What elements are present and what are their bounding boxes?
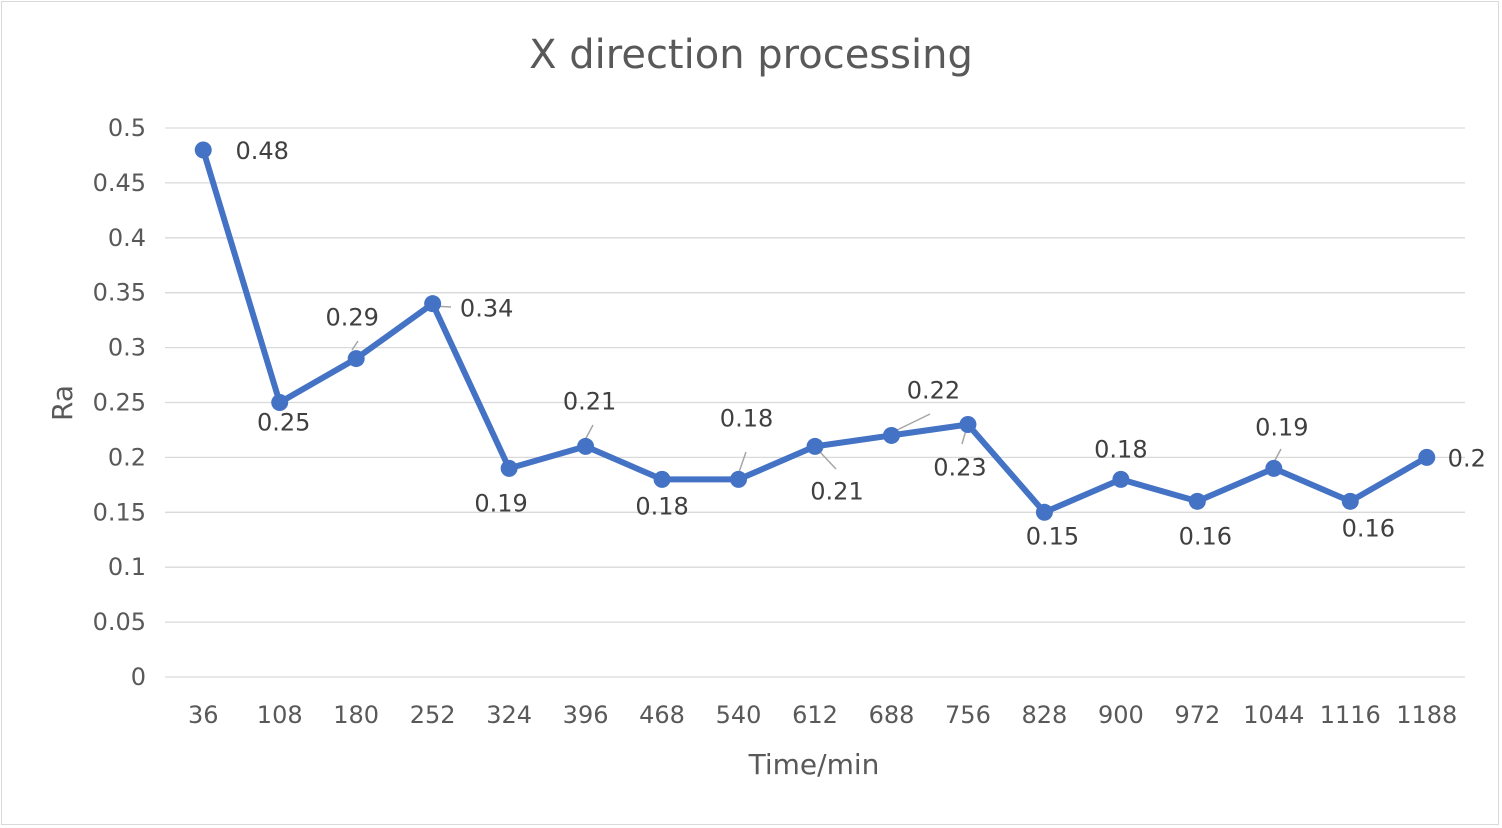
x-axis-ticks: 36 108 180 252 324 396 468 540 612 688 756 828 900 97… xyxy=(188,701,1457,729)
y-tick-label: 0.5 xyxy=(108,114,146,142)
data-point xyxy=(577,437,595,455)
label-leader-line xyxy=(351,340,359,351)
data-point xyxy=(959,415,977,433)
data-point xyxy=(653,470,671,488)
label-leader-line xyxy=(892,413,931,433)
y-axis-title: Ra xyxy=(46,385,79,421)
data-label: 0.16 xyxy=(1179,522,1232,550)
data-point xyxy=(882,426,900,444)
x-axis-title: Time/min xyxy=(748,748,880,781)
x-tick-label: 468 xyxy=(639,701,685,729)
data-label: 0.21 xyxy=(810,477,863,505)
data-label: 0.22 xyxy=(907,376,960,404)
data-point xyxy=(424,295,442,313)
x-tick-label: 972 xyxy=(1174,701,1220,729)
label-leader-line xyxy=(1273,448,1282,463)
x-tick-label: 1044 xyxy=(1243,701,1304,729)
data-point xyxy=(271,394,289,411)
data-point xyxy=(1265,459,1283,477)
data-point xyxy=(1418,448,1436,466)
y-tick-label: 0.45 xyxy=(93,169,146,197)
x-tick-label: 1188 xyxy=(1396,701,1457,729)
y-tick-label: 0.1 xyxy=(108,553,146,581)
y-tick-label: 0.2 xyxy=(108,443,146,471)
data-point xyxy=(1341,492,1359,510)
x-tick-label: 688 xyxy=(869,701,915,729)
x-tick-label: 612 xyxy=(792,701,838,729)
data-labels: 0.48 0.25 0.29 0.34 0.19 0.21 0.18 0.18 0.21 0.22… xyxy=(236,137,1486,550)
data-label: 0.19 xyxy=(1255,413,1308,441)
gridlines xyxy=(165,127,1465,678)
data-point xyxy=(730,470,748,488)
data-label: 0.34 xyxy=(460,295,513,323)
data-point xyxy=(500,459,518,477)
y-tick-label: 0 xyxy=(131,663,146,691)
y-tick-label: 0.05 xyxy=(93,608,146,636)
data-label: 0.29 xyxy=(325,304,378,332)
x-tick-label: 828 xyxy=(1022,701,1068,729)
data-label: 0.19 xyxy=(474,489,527,517)
data-point xyxy=(1188,492,1206,510)
y-tick-label: 0.25 xyxy=(93,389,146,417)
y-tick-label: 0.35 xyxy=(93,279,146,307)
data-label: 0.18 xyxy=(635,492,688,520)
data-label: 0.15 xyxy=(1026,522,1079,550)
data-label: 0.2 xyxy=(1448,444,1486,472)
label-leader-line xyxy=(819,451,837,470)
x-tick-label: 756 xyxy=(945,701,991,729)
data-label: 0.18 xyxy=(720,404,773,432)
x-tick-label: 1116 xyxy=(1320,701,1381,729)
data-point xyxy=(194,141,212,159)
data-point xyxy=(1035,503,1053,521)
y-tick-label: 0.3 xyxy=(108,334,146,362)
x-tick-label: 396 xyxy=(563,701,609,729)
x-tick-label: 180 xyxy=(333,701,379,729)
x-tick-label: 540 xyxy=(716,701,762,729)
data-markers xyxy=(194,141,1436,521)
x-tick-label: 108 xyxy=(257,701,303,729)
data-point xyxy=(806,437,824,455)
x-tick-label: 252 xyxy=(410,701,456,729)
data-point xyxy=(347,350,365,368)
y-axis-ticks: 0 0.05 0.1 0.15 0.2 0.25 0.3 0.35 0.4 0.45 0.5 xyxy=(93,114,146,691)
x-tick-label: 900 xyxy=(1098,701,1144,729)
data-label: 0.18 xyxy=(1094,435,1147,463)
y-tick-label: 0.4 xyxy=(108,224,146,252)
x-tick-label: 324 xyxy=(486,701,532,729)
data-label: 0.16 xyxy=(1342,514,1395,542)
data-label: 0.23 xyxy=(933,453,986,481)
x-tick-label: 36 xyxy=(188,701,219,729)
chart-title: X direction processing xyxy=(529,32,973,78)
label-leader-line xyxy=(584,424,594,441)
data-point xyxy=(1112,470,1130,488)
y-tick-label: 0.15 xyxy=(93,498,146,526)
data-label: 0.25 xyxy=(257,409,310,437)
data-label: 0.48 xyxy=(236,137,289,165)
data-label: 0.21 xyxy=(563,387,616,415)
